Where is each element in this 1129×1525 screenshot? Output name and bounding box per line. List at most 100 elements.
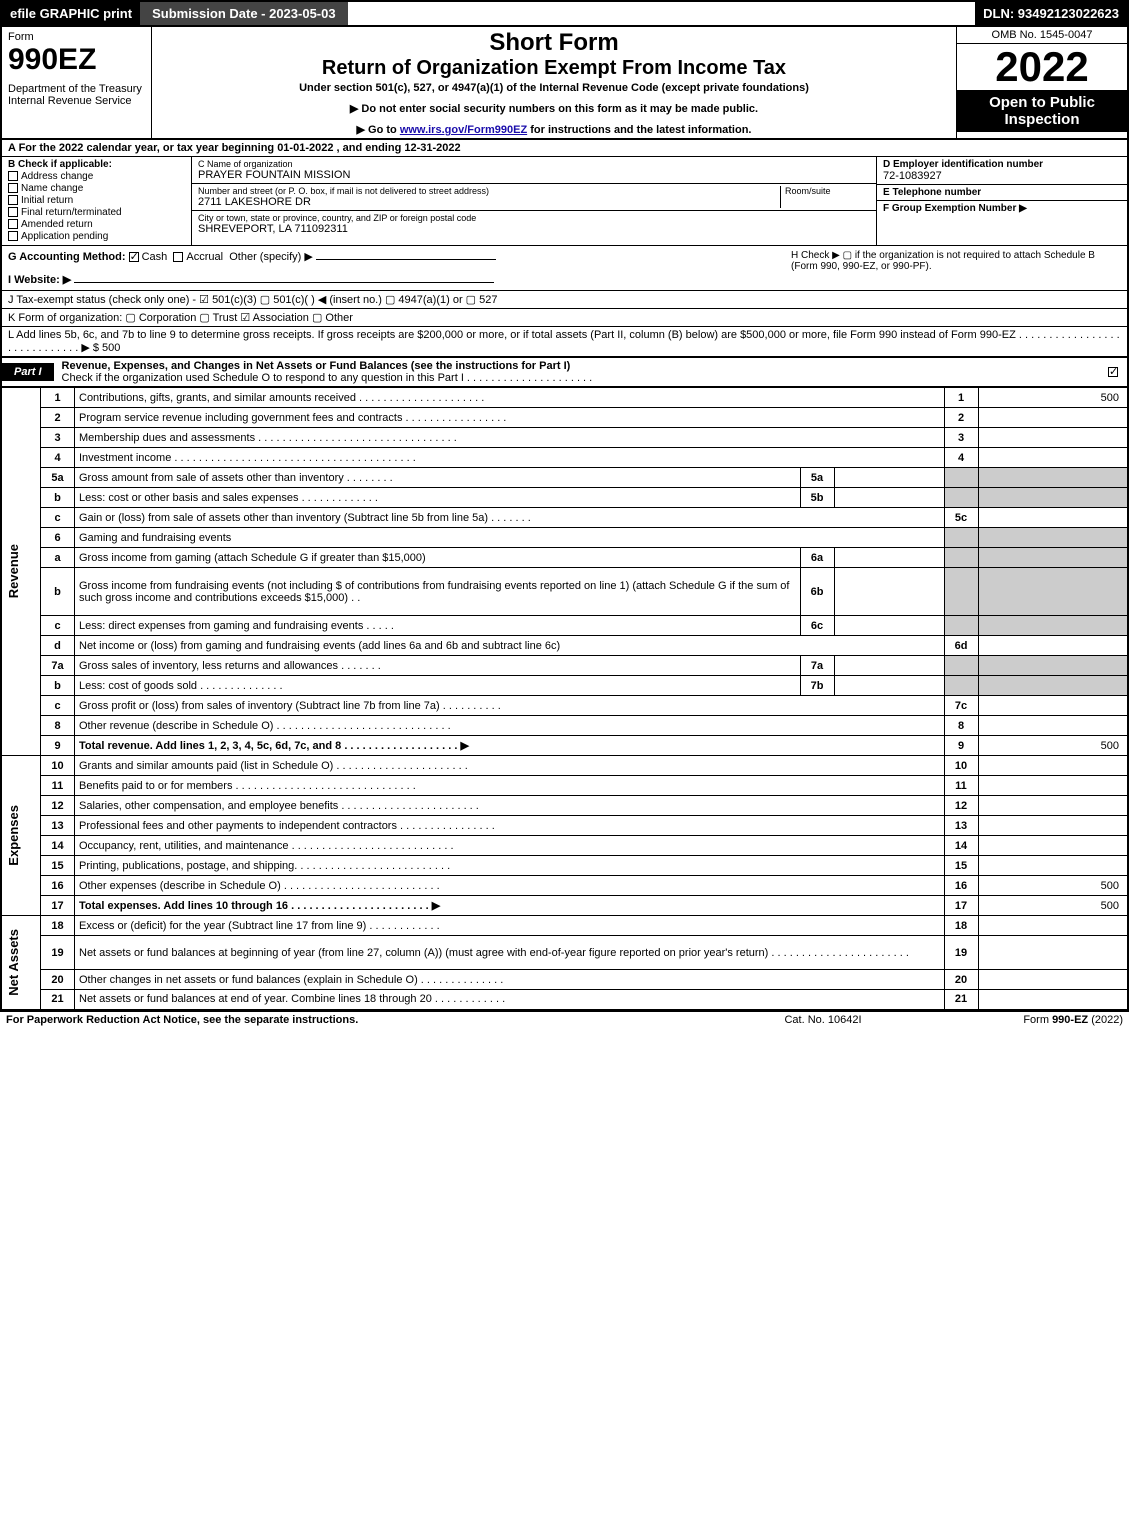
form-number: 990EZ xyxy=(8,43,145,77)
line-rn: 14 xyxy=(944,836,978,856)
sub-num: 6c xyxy=(800,616,834,636)
header-center: Short Form Return of Organization Exempt… xyxy=(152,27,957,138)
expenses-side-label: Expenses xyxy=(6,805,21,866)
line-val xyxy=(978,508,1128,528)
efile-label: efile GRAPHIC print xyxy=(2,2,140,25)
chk-cash[interactable] xyxy=(129,252,139,262)
chk-application-pending[interactable]: Application pending xyxy=(8,231,185,242)
group-label: F Group Exemption Number ▶ xyxy=(883,203,1121,214)
line-val xyxy=(978,716,1128,736)
line-rn: 2 xyxy=(944,408,978,428)
line-val xyxy=(978,448,1128,468)
group-exemption-cell: F Group Exemption Number ▶ xyxy=(877,201,1127,216)
line-val xyxy=(978,970,1128,990)
line-rn: 12 xyxy=(944,796,978,816)
row-l: L Add lines 5b, 6c, and 7b to line 9 to … xyxy=(0,327,1129,357)
row-i: I Website: ▶ xyxy=(8,273,791,286)
accrual-label: Accrual xyxy=(186,251,223,263)
chk-accrual[interactable] xyxy=(173,252,183,262)
dln: DLN: 93492123022623 xyxy=(975,2,1127,25)
line-num: 1 xyxy=(41,388,75,408)
shade-cell xyxy=(944,656,978,676)
line-num: c xyxy=(41,616,75,636)
line-num: 4 xyxy=(41,448,75,468)
chk-initial-return[interactable]: Initial return xyxy=(8,195,185,206)
line-desc: Occupancy, rent, utilities, and maintena… xyxy=(75,836,945,856)
room-label: Room/suite xyxy=(785,186,870,196)
line-desc: Total revenue. Add lines 1, 2, 3, 4, 5c,… xyxy=(75,736,945,756)
line-num: 21 xyxy=(41,990,75,1010)
shade-cell xyxy=(978,656,1128,676)
form-word: Form xyxy=(8,31,145,43)
shade-cell xyxy=(978,548,1128,568)
line-val xyxy=(978,696,1128,716)
form-subtitle: Under section 501(c), 527, or 4947(a)(1)… xyxy=(158,82,950,94)
line-num: c xyxy=(41,696,75,716)
footer-mid: Cat. No. 10642I xyxy=(723,1014,923,1026)
line-desc: Gross amount from sale of assets other t… xyxy=(75,468,801,488)
addr-label: Number and street (or P. O. box, if mail… xyxy=(198,186,780,196)
b-title: B Check if applicable: xyxy=(8,159,185,170)
netassets-side-label: Net Assets xyxy=(6,929,21,996)
line-rn: 7c xyxy=(944,696,978,716)
line-rn: 9 xyxy=(944,736,978,756)
other-specify-input[interactable] xyxy=(316,259,496,260)
sub-num: 7a xyxy=(800,656,834,676)
header-left: Form 990EZ Department of the Treasury In… xyxy=(2,27,152,138)
line-rn: 10 xyxy=(944,756,978,776)
part1-tab: Part I xyxy=(2,363,54,381)
line-val: 500 xyxy=(978,876,1128,896)
section-bcd: B Check if applicable: Address change Na… xyxy=(0,157,1129,246)
line-rn: 8 xyxy=(944,716,978,736)
part1-title-text: Revenue, Expenses, and Changes in Net As… xyxy=(62,360,571,372)
top-bar: efile GRAPHIC print Submission Date - 20… xyxy=(0,0,1129,27)
website-input[interactable] xyxy=(74,282,494,283)
line-rn: 19 xyxy=(944,936,978,970)
sub-val xyxy=(834,468,944,488)
chk-final-return[interactable]: Final return/terminated xyxy=(8,207,185,218)
shade-cell xyxy=(978,616,1128,636)
ein-cell: D Employer identification number 72-1083… xyxy=(877,157,1127,185)
line-desc: Net income or (loss) from gaming and fun… xyxy=(75,636,945,656)
line-rn: 11 xyxy=(944,776,978,796)
line-desc: Other changes in net assets or fund bala… xyxy=(75,970,945,990)
form-header: Form 990EZ Department of the Treasury In… xyxy=(0,27,1129,140)
line-rn: 4 xyxy=(944,448,978,468)
col-d-ids: D Employer identification number 72-1083… xyxy=(877,157,1127,245)
line-num: 15 xyxy=(41,856,75,876)
shade-cell xyxy=(978,676,1128,696)
shade-cell xyxy=(944,676,978,696)
shade-cell xyxy=(978,488,1128,508)
chk-amended-return[interactable]: Amended return xyxy=(8,219,185,230)
sub-num: 7b xyxy=(800,676,834,696)
line-desc: Gaming and fundraising events xyxy=(75,528,945,548)
line-num: d xyxy=(41,636,75,656)
tel-label: E Telephone number xyxy=(883,187,1121,198)
org-addr-cell: Number and street (or P. O. box, if mail… xyxy=(192,184,876,211)
part1-checkbox[interactable] xyxy=(1108,366,1127,378)
chk-name-change[interactable]: Name change xyxy=(8,183,185,194)
row-j: J Tax-exempt status (check only one) - ☑… xyxy=(0,290,1129,309)
line-desc: Gross income from fundraising events (no… xyxy=(75,568,801,616)
shade-cell xyxy=(944,548,978,568)
part1-check-text: Check if the organization used Schedule … xyxy=(62,372,593,384)
line-num: 11 xyxy=(41,776,75,796)
line-num: 3 xyxy=(41,428,75,448)
line-desc: Investment income . . . . . . . . . . . … xyxy=(75,448,945,468)
shade-cell xyxy=(944,488,978,508)
sub-val xyxy=(834,488,944,508)
line-val xyxy=(978,428,1128,448)
chk-address-change[interactable]: Address change xyxy=(8,171,185,182)
chk-label: Address change xyxy=(21,171,93,182)
col-b-checkboxes: B Check if applicable: Address change Na… xyxy=(2,157,192,245)
line-num: b xyxy=(41,676,75,696)
line-num: 19 xyxy=(41,936,75,970)
total-expenses-desc: Total expenses. Add lines 10 through 16 … xyxy=(79,900,440,912)
g-label: G Accounting Method: xyxy=(8,251,126,263)
irs-link[interactable]: www.irs.gov/Form990EZ xyxy=(400,124,527,136)
cash-label: Cash xyxy=(142,251,168,263)
line-num: 10 xyxy=(41,756,75,776)
line-val xyxy=(978,990,1128,1010)
shade-cell xyxy=(978,568,1128,616)
shade-cell xyxy=(944,528,978,548)
